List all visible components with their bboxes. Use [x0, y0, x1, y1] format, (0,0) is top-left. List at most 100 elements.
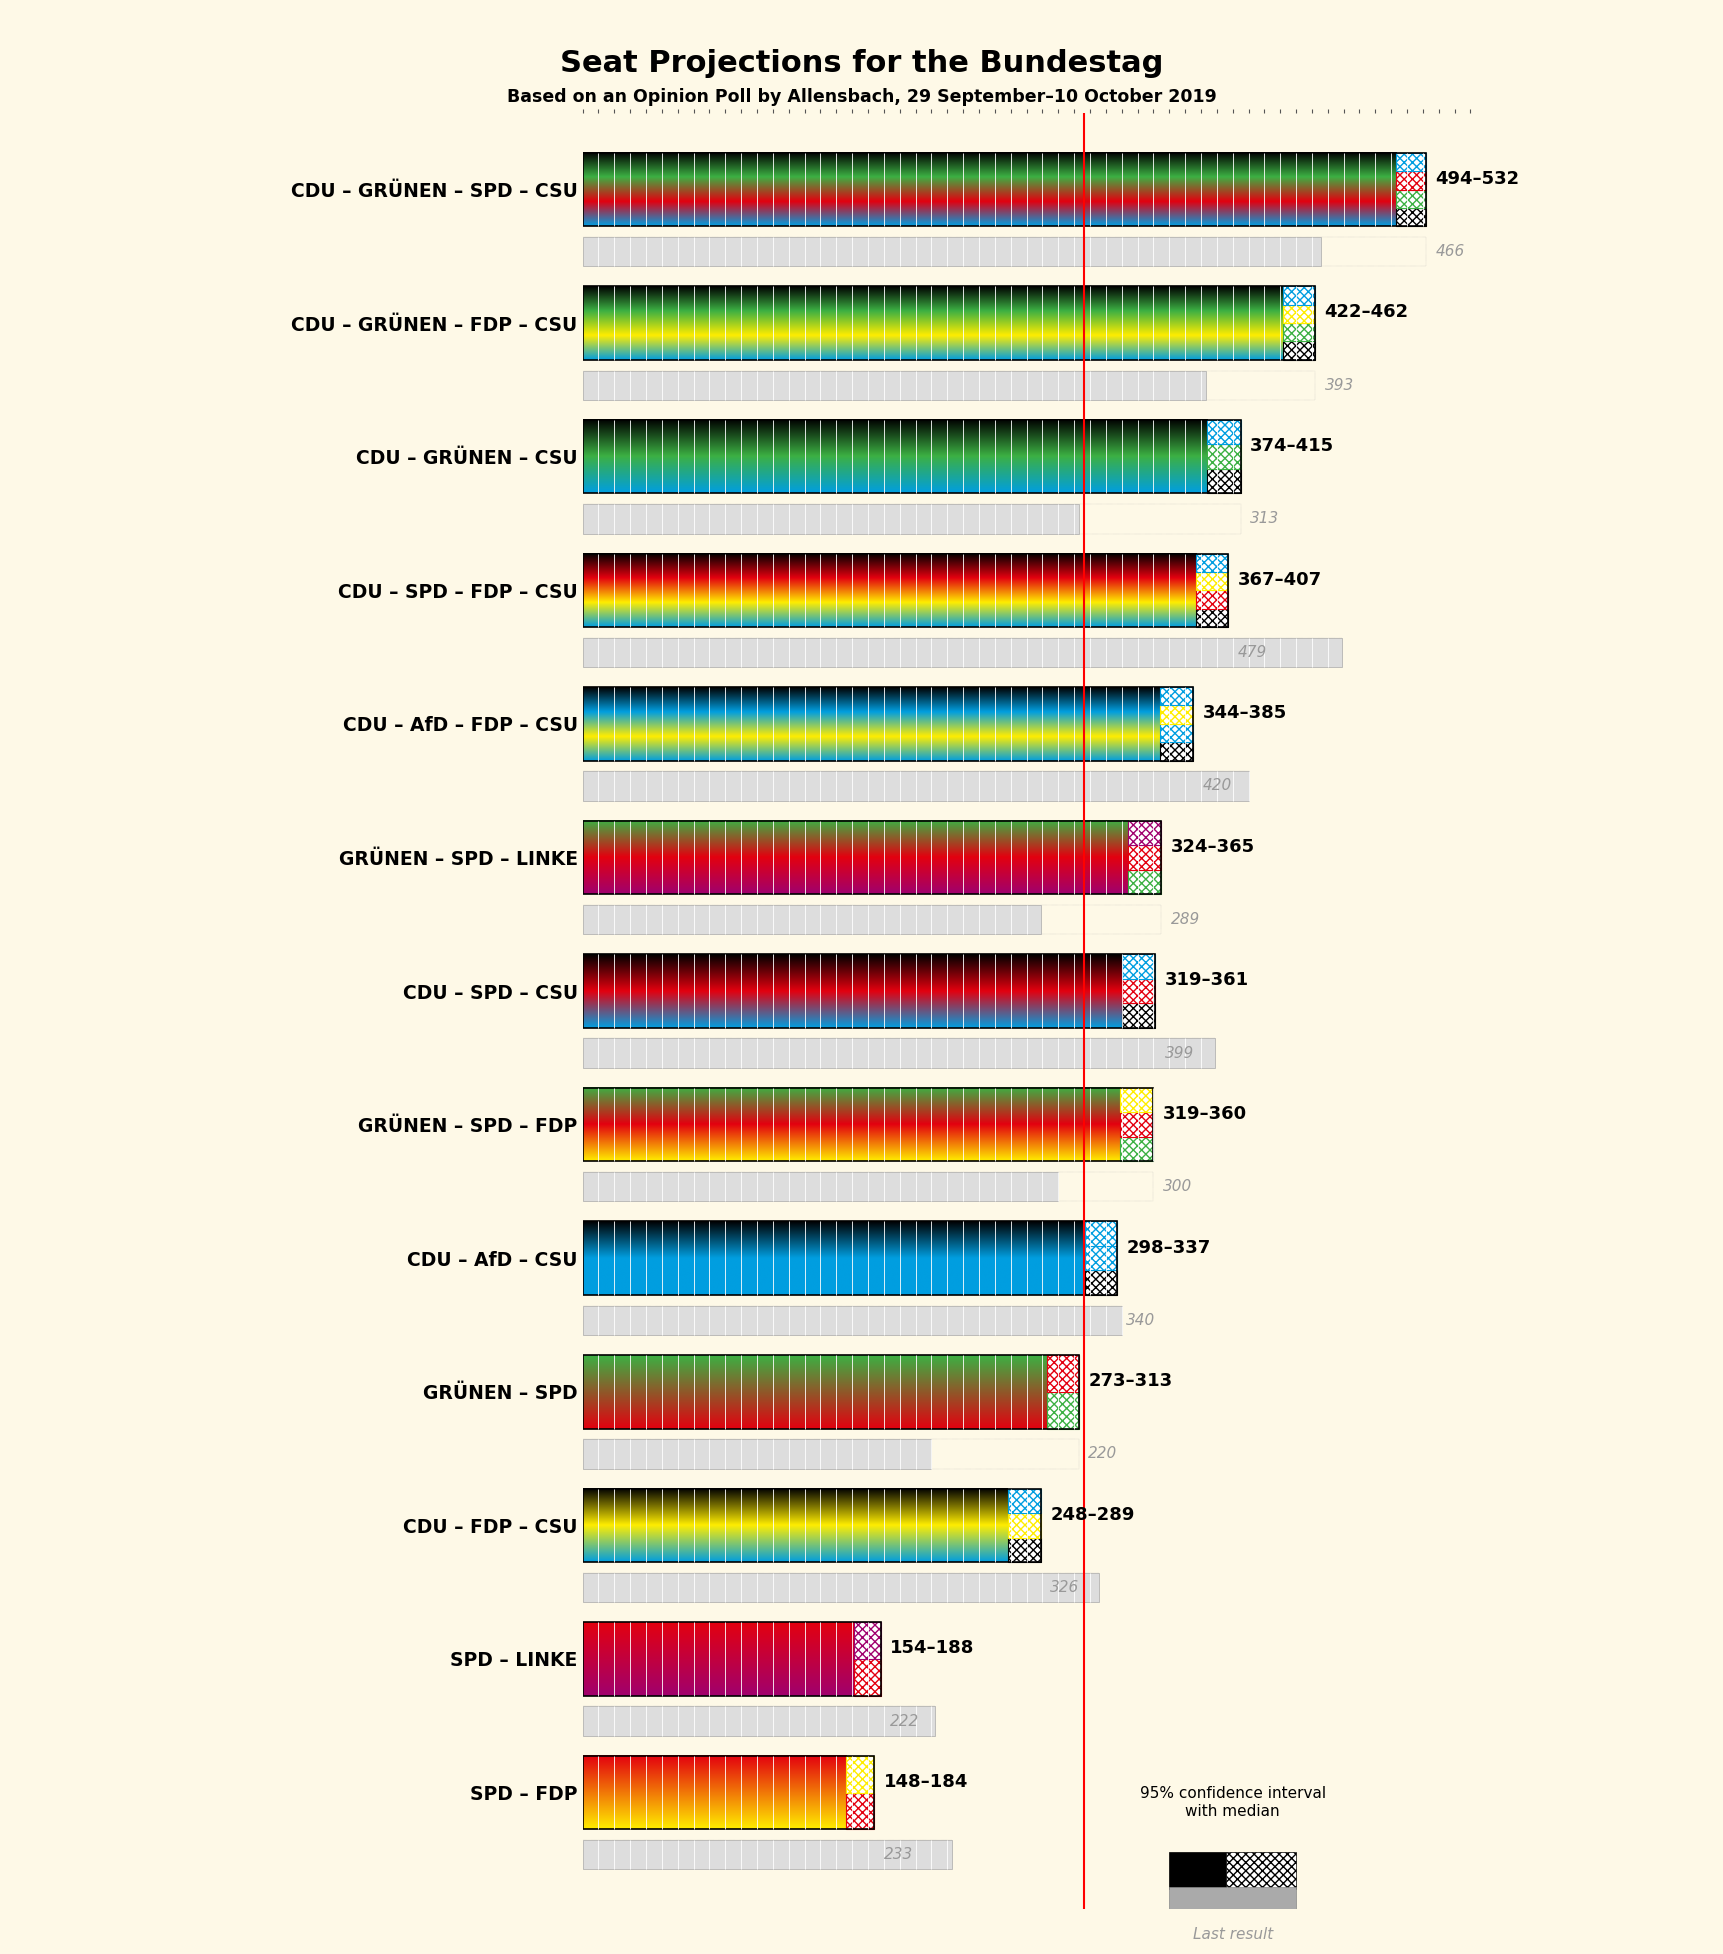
Bar	[582, 905, 1041, 934]
Text: 148–184: 148–184	[884, 1772, 968, 1792]
Text: Based on an Opinion Poll by Allensbach, 29 September–10 October 2019: Based on an Opinion Poll by Allensbach, …	[507, 88, 1216, 106]
Text: 422–462: 422–462	[1323, 303, 1408, 320]
Bar	[582, 1354, 1079, 1428]
Bar	[1396, 152, 1425, 172]
Bar	[582, 1440, 930, 1469]
Bar	[582, 637, 1340, 666]
Bar	[1206, 469, 1241, 494]
Text: Last result: Last result	[1192, 1927, 1272, 1942]
Bar	[1282, 342, 1315, 360]
Text: 494–532: 494–532	[1435, 170, 1520, 188]
Bar	[1282, 287, 1315, 305]
Bar	[1122, 954, 1154, 979]
Bar	[582, 152, 1425, 227]
Text: Seat Projections for the Bundestag: Seat Projections for the Bundestag	[560, 49, 1163, 78]
Bar	[1006, 1538, 1041, 1561]
Text: 233: 233	[884, 1847, 913, 1862]
Text: 344–385: 344–385	[1203, 703, 1285, 723]
Text: 340: 340	[1125, 1313, 1154, 1329]
Bar	[1122, 979, 1154, 1002]
Bar	[582, 1440, 1079, 1469]
Bar	[582, 1038, 1215, 1067]
Bar	[1127, 821, 1161, 846]
Bar	[582, 1841, 951, 1870]
Text: 399: 399	[1163, 1045, 1192, 1061]
Text: 324–365: 324–365	[1170, 838, 1254, 856]
Bar	[582, 1172, 1153, 1202]
Bar	[1160, 723, 1192, 743]
Bar	[1396, 172, 1425, 190]
Bar	[582, 287, 1315, 360]
Bar	[1168, 1852, 1225, 1890]
Bar	[853, 1622, 880, 1659]
Bar	[582, 371, 1315, 401]
Bar	[1282, 305, 1315, 322]
Text: 222: 222	[889, 1714, 918, 1729]
Bar	[582, 504, 1079, 533]
Bar	[582, 1088, 1153, 1161]
Bar	[582, 1305, 1122, 1335]
Bar	[1282, 322, 1315, 342]
Bar	[1122, 1002, 1154, 1028]
Bar	[582, 1038, 1215, 1067]
Text: 313: 313	[1249, 512, 1278, 526]
Text: 479: 479	[1237, 645, 1266, 660]
Bar	[1225, 1852, 1296, 1890]
Bar	[582, 1706, 934, 1735]
Bar	[582, 1573, 1099, 1602]
Bar	[1168, 1888, 1296, 1909]
Bar	[1120, 1112, 1153, 1137]
Bar	[582, 1573, 1099, 1602]
Text: 273–313: 273–313	[1087, 1372, 1172, 1389]
Bar	[582, 772, 1247, 801]
Bar	[1046, 1391, 1079, 1428]
Bar	[582, 504, 1241, 533]
Bar	[582, 637, 1340, 666]
Text: 326: 326	[1049, 1581, 1079, 1594]
Bar	[582, 1841, 951, 1870]
Bar	[1196, 553, 1227, 573]
Bar	[1196, 608, 1227, 627]
Bar	[1396, 190, 1425, 207]
Bar	[1206, 420, 1241, 444]
Bar	[582, 420, 1241, 494]
Bar	[1206, 444, 1241, 469]
Bar	[1127, 870, 1161, 895]
Bar	[582, 954, 1154, 1028]
Text: 289: 289	[1170, 913, 1199, 926]
Text: 248–289: 248–289	[1049, 1507, 1134, 1524]
Bar	[1196, 573, 1227, 590]
Bar	[582, 1172, 1058, 1202]
Text: 95% confidence interval
with median: 95% confidence interval with median	[1139, 1786, 1325, 1819]
Text: 393: 393	[1323, 377, 1353, 393]
Bar	[582, 905, 1161, 934]
Text: 374–415: 374–415	[1249, 438, 1334, 455]
Bar	[1084, 1221, 1117, 1247]
Bar	[1396, 207, 1425, 227]
Bar	[582, 772, 1247, 801]
Bar	[1196, 590, 1227, 608]
Bar	[582, 1489, 1041, 1561]
Text: 319–361: 319–361	[1163, 971, 1247, 989]
Bar	[582, 688, 1192, 760]
Bar	[582, 371, 1204, 401]
Bar	[1127, 846, 1161, 870]
Bar	[582, 1706, 934, 1735]
Bar	[1006, 1512, 1041, 1538]
Bar	[582, 1221, 1117, 1296]
Bar	[846, 1757, 874, 1792]
Bar	[582, 1757, 874, 1829]
Text: 298–337: 298–337	[1125, 1239, 1210, 1256]
Bar	[582, 236, 1320, 266]
Bar	[1006, 1489, 1041, 1512]
Bar	[1160, 705, 1192, 723]
Bar	[1084, 1247, 1117, 1270]
Text: 300: 300	[1163, 1180, 1191, 1194]
Bar	[582, 236, 1425, 266]
Text: 319–360: 319–360	[1163, 1104, 1246, 1124]
Bar	[582, 821, 1161, 895]
Bar	[1046, 1354, 1079, 1391]
Text: 220: 220	[1087, 1446, 1117, 1462]
Bar	[582, 1305, 1122, 1335]
Text: 367–407: 367–407	[1237, 571, 1322, 588]
